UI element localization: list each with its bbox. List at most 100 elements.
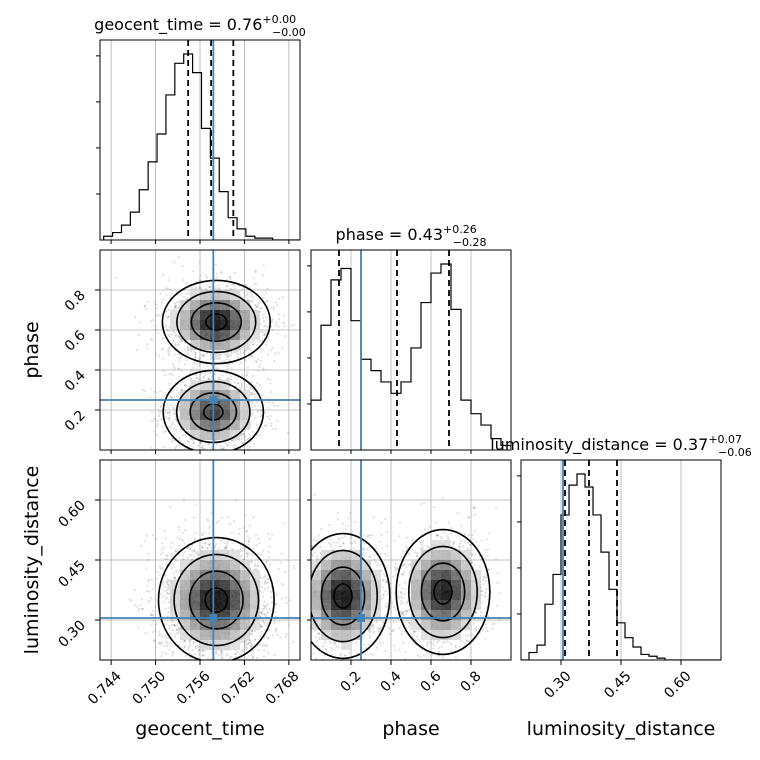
- sample-point: [201, 541, 204, 544]
- sample-point: [204, 371, 207, 374]
- sample-point: [254, 534, 258, 537]
- sample-point: [235, 499, 238, 502]
- sample-point: [186, 556, 189, 559]
- sample-point: [128, 598, 131, 601]
- sample-point: [149, 597, 153, 600]
- sample-point: [236, 382, 239, 385]
- sample-point: [274, 620, 277, 623]
- sample-point: [254, 638, 257, 641]
- sample-point: [271, 346, 274, 349]
- sample-point: [270, 319, 273, 322]
- sample-point: [149, 613, 152, 617]
- sample-point: [199, 279, 202, 282]
- sample-point: [265, 644, 268, 647]
- sample-point: [155, 314, 158, 317]
- sample-point: [236, 356, 239, 359]
- sample-point: [246, 293, 249, 296]
- sample-point: [213, 546, 216, 549]
- sample-point: [266, 581, 269, 584]
- sample-point: [251, 430, 254, 433]
- sample-point: [226, 377, 229, 381]
- sample-point: [175, 628, 179, 632]
- sample-point: [182, 442, 185, 445]
- sample-point: [260, 553, 263, 556]
- sample-point: [196, 664, 198, 666]
- sample-point: [270, 670, 272, 672]
- sample-point: [170, 396, 173, 399]
- sample-point: [220, 270, 223, 273]
- sample-point: [146, 343, 149, 346]
- joint-content: [100, 250, 300, 457]
- sample-point: [177, 544, 180, 548]
- sample-point: [252, 547, 255, 550]
- sample-point: [195, 647, 198, 651]
- sample-point: [240, 373, 243, 376]
- sample-point: [245, 284, 248, 287]
- sample-point: [218, 376, 221, 379]
- sample-point: [220, 651, 223, 654]
- sample-point: [246, 291, 249, 294]
- sample-point: [233, 444, 236, 447]
- sample-point: [268, 607, 271, 610]
- sample-point: [274, 352, 277, 355]
- density-cell: [220, 400, 230, 410]
- sample-point: [256, 565, 259, 568]
- sample-point: [190, 286, 193, 289]
- sample-point: [194, 357, 197, 360]
- sample-point: [172, 412, 175, 415]
- sample-point: [177, 334, 180, 337]
- sample-point: [167, 611, 170, 614]
- sample-point: [178, 644, 181, 647]
- sample-point: [266, 300, 269, 303]
- sample-point: [202, 654, 205, 657]
- sample-point: [242, 526, 246, 530]
- sample-point: [153, 301, 156, 304]
- sample-point: [270, 424, 273, 427]
- sample-point: [191, 558, 194, 561]
- sample-point: [263, 333, 267, 336]
- sample-point: [201, 446, 204, 449]
- sample-point: [267, 586, 270, 589]
- sample-point: [221, 652, 224, 656]
- sample-point: [267, 556, 270, 559]
- sample-point: [219, 652, 222, 655]
- sample-point: [162, 600, 165, 603]
- density-cell: [180, 330, 190, 340]
- sample-point: [211, 695, 213, 697]
- sample-point: [182, 554, 185, 557]
- sample-point: [219, 444, 222, 448]
- sample-point: [248, 524, 251, 527]
- sample-point: [234, 653, 237, 656]
- sample-point: [230, 367, 233, 370]
- sample-point: [195, 452, 197, 454]
- sample-point: [224, 546, 227, 549]
- sample-point: [275, 627, 278, 630]
- sample-point: [263, 411, 266, 414]
- sample-point: [171, 623, 174, 627]
- sample-point: [150, 446, 153, 449]
- sample-point: [267, 550, 270, 554]
- sample-point: [273, 404, 276, 407]
- sample-point: [194, 285, 197, 288]
- sample-point: [164, 416, 167, 419]
- density-cell: [220, 310, 230, 320]
- sample-point: [207, 443, 210, 446]
- sample-point: [173, 407, 176, 410]
- sample-point: [188, 642, 191, 645]
- sample-point: [260, 330, 263, 333]
- joint-content: [100, 460, 300, 697]
- sample-point: [236, 455, 238, 457]
- sample-point: [193, 537, 196, 541]
- sample-point: [261, 612, 264, 615]
- sample-point: [160, 553, 163, 556]
- sample-point: [208, 286, 211, 289]
- sample-point: [207, 450, 209, 452]
- sample-point: [170, 440, 173, 443]
- sample-point: [267, 578, 270, 581]
- sample-point: [210, 662, 212, 664]
- sample-point: [174, 549, 177, 552]
- sample-point: [276, 419, 279, 422]
- sample-point: [223, 541, 226, 545]
- sample-point: [159, 643, 162, 646]
- sample-point: [245, 643, 248, 646]
